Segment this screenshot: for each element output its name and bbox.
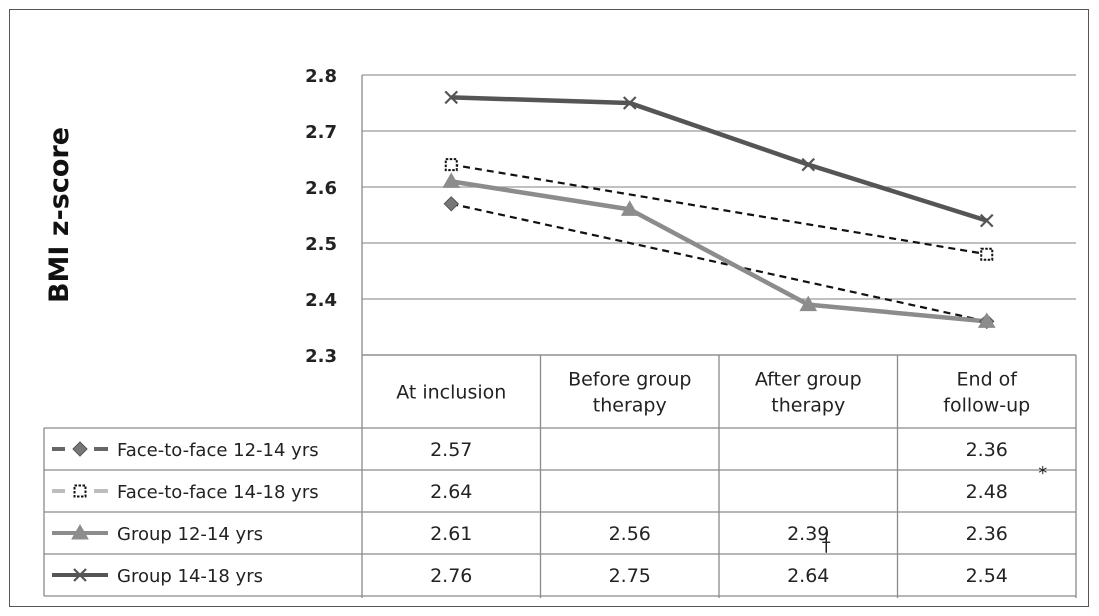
table-cell-value: 2.36 [966,523,1008,545]
data-point-marker [979,213,994,228]
significance-note: † [822,535,831,556]
x-marker-stroke [73,568,87,582]
series-line [451,163,987,256]
data-point-marker [443,196,459,212]
table-cell-value: 2.64 [430,481,472,503]
legend-marker [73,484,87,498]
series-line [451,95,988,223]
legend-marker [72,441,88,457]
x-category-label: Before group [568,369,691,391]
x-marker-stroke [801,157,816,172]
legend-marker [73,568,87,582]
data-point-marker [444,90,459,105]
x-category-label: therapy [771,395,845,417]
chart-frame [9,9,1089,607]
table-cell-value: 2.61 [430,523,472,545]
square-marker-shape [980,247,994,261]
x-category-label: therapy [593,395,667,417]
triangle-marker-shape [977,312,996,328]
data-point-marker [442,172,461,188]
table-cell-value: 2.64 [787,565,829,587]
table-cell-value: 2.36 [966,439,1008,461]
x-marker-stroke [622,96,637,110]
data-point-marker [977,312,996,328]
data-point-marker [622,96,637,110]
x-marker-stroke [979,213,994,228]
diamond-marker-shape [72,441,88,457]
x-category-label: At inclusion [396,382,506,404]
table-cell-value: 2.56 [609,523,651,545]
series-line [450,179,987,324]
data-point-marker [980,247,994,261]
data-point-marker [444,158,458,172]
legend-label: Face-to-face 14-18 yrs [117,482,319,503]
table-cell-value: 2.76 [430,565,472,587]
y-tick-label: 2.3 [305,346,337,367]
legend-label: Group 12-14 yrs [117,524,263,545]
legend-label: Face-to-face 12-14 yrs [117,440,319,461]
table-cell-value: 2.57 [430,439,472,461]
data-point-marker [801,157,816,172]
y-tick-label: 2.6 [305,178,337,199]
x-category-label: After group [755,369,862,391]
triangle-marker-shape [799,295,818,312]
x-category-label: End of [957,369,1019,391]
legend-label: Group 14-18 yrs [117,566,263,587]
significance-note: * [1038,463,1047,484]
x-category-label: follow-up [943,395,1030,417]
series-line [451,202,987,323]
triangle-marker-shape [620,200,639,216]
data-point-marker [799,295,818,312]
table-cell-value: 2.54 [966,565,1008,587]
triangle-marker-shape [71,523,89,540]
y-tick-label: 2.5 [305,234,337,255]
square-marker-shape [73,484,87,498]
y-tick-label: 2.7 [305,122,337,143]
table-cell-value: 2.75 [609,565,651,587]
y-tick-label: 2.8 [305,66,337,87]
y-tick-label: 2.4 [305,290,337,311]
triangle-marker-shape [442,172,461,188]
legend-marker [71,523,89,540]
table-cell-value: 2.48 [966,481,1008,503]
data-point-marker [620,200,639,216]
x-marker-stroke [444,90,459,105]
y-axis-label: BMI z-score [44,127,75,303]
square-marker-shape [444,158,458,172]
diamond-marker-shape [443,196,459,212]
table-cell-value: 2.39 [787,523,829,545]
